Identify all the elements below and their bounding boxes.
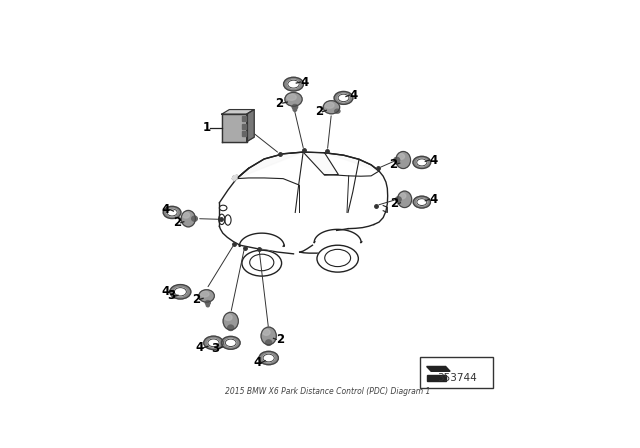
Ellipse shape <box>170 284 191 299</box>
Ellipse shape <box>259 351 278 365</box>
Text: 3: 3 <box>167 289 175 302</box>
Ellipse shape <box>266 340 272 345</box>
Ellipse shape <box>205 301 211 305</box>
Text: 2: 2 <box>275 97 283 110</box>
Ellipse shape <box>396 151 410 168</box>
Ellipse shape <box>293 108 296 112</box>
Ellipse shape <box>413 196 431 208</box>
Ellipse shape <box>288 80 300 88</box>
Text: 2: 2 <box>390 158 397 171</box>
Ellipse shape <box>204 336 223 349</box>
Polygon shape <box>324 153 379 171</box>
Ellipse shape <box>323 101 340 114</box>
Ellipse shape <box>394 157 400 163</box>
Text: 4: 4 <box>300 76 308 89</box>
Ellipse shape <box>181 211 195 227</box>
Ellipse shape <box>242 250 282 276</box>
Ellipse shape <box>262 329 270 336</box>
Ellipse shape <box>167 209 177 216</box>
Ellipse shape <box>413 156 431 168</box>
Text: 4: 4 <box>429 154 438 167</box>
Ellipse shape <box>292 104 298 109</box>
Ellipse shape <box>263 354 275 362</box>
Text: 4: 4 <box>196 341 204 354</box>
Ellipse shape <box>199 290 214 302</box>
Polygon shape <box>237 152 303 179</box>
Text: 2: 2 <box>390 197 399 210</box>
Ellipse shape <box>200 291 209 297</box>
Bar <box>243 131 246 136</box>
Ellipse shape <box>334 91 353 104</box>
Ellipse shape <box>397 154 404 159</box>
Ellipse shape <box>192 216 197 221</box>
Text: 1: 1 <box>202 121 211 134</box>
Ellipse shape <box>284 78 303 91</box>
Text: 4: 4 <box>349 89 358 102</box>
Ellipse shape <box>182 212 189 218</box>
Ellipse shape <box>287 94 296 100</box>
Ellipse shape <box>221 336 240 349</box>
Ellipse shape <box>399 193 406 199</box>
Ellipse shape <box>225 314 232 320</box>
Polygon shape <box>246 110 254 142</box>
Bar <box>427 375 445 381</box>
Text: 2: 2 <box>276 333 284 346</box>
Ellipse shape <box>397 191 412 207</box>
Ellipse shape <box>317 245 358 272</box>
Ellipse shape <box>225 339 236 347</box>
Text: 2: 2 <box>315 105 323 118</box>
Ellipse shape <box>208 339 219 347</box>
Ellipse shape <box>223 312 238 330</box>
Ellipse shape <box>261 327 276 345</box>
Polygon shape <box>427 366 450 371</box>
Bar <box>420 357 493 388</box>
Ellipse shape <box>417 159 427 166</box>
Polygon shape <box>221 110 254 114</box>
Ellipse shape <box>206 304 209 307</box>
Text: 2015 BMW X6 Park Distance Control (PDC) Diagram 1: 2015 BMW X6 Park Distance Control (PDC) … <box>225 387 431 396</box>
Text: 4: 4 <box>253 356 262 369</box>
Ellipse shape <box>325 102 334 108</box>
Text: 3: 3 <box>211 342 219 355</box>
Text: 2: 2 <box>173 216 181 229</box>
Bar <box>243 124 246 129</box>
Ellipse shape <box>338 94 349 102</box>
Text: 4: 4 <box>429 193 438 206</box>
Ellipse shape <box>396 197 401 202</box>
Polygon shape <box>232 175 237 181</box>
Text: 4: 4 <box>162 285 170 298</box>
Ellipse shape <box>174 288 186 296</box>
Ellipse shape <box>417 199 427 206</box>
Polygon shape <box>303 152 339 175</box>
Ellipse shape <box>335 109 340 113</box>
Ellipse shape <box>163 207 181 219</box>
Text: 4: 4 <box>162 203 170 216</box>
Text: 353744: 353744 <box>436 373 477 383</box>
Polygon shape <box>221 114 246 142</box>
Text: 2: 2 <box>192 293 200 306</box>
Ellipse shape <box>285 92 302 106</box>
Bar <box>243 116 246 121</box>
Ellipse shape <box>228 325 234 331</box>
